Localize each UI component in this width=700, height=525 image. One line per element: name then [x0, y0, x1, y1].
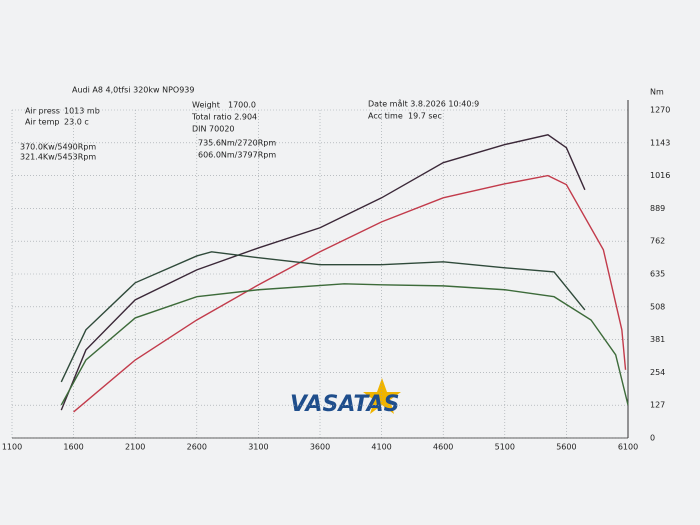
series-line [60, 134, 586, 411]
air-press: 1013 mb [64, 107, 100, 116]
y-axis-label: Nm [650, 88, 664, 97]
x-tick-label: 2100 [125, 443, 145, 452]
y-tick-label: 1270 [650, 106, 670, 115]
logo: VASATAS [290, 378, 401, 417]
air-temp-label: Air temp [25, 118, 59, 127]
x-tick-label: 3100 [248, 443, 268, 452]
x-tick-label: 2600 [187, 443, 207, 452]
legend-entry: 606.0Nm/3797Rpm [198, 151, 276, 160]
y-tick-label: 127 [650, 401, 665, 410]
legend-entry: 321.4Kw/5453Rpm [20, 153, 96, 162]
air-press-label: Air press [25, 107, 60, 116]
y-tick-label: 508 [650, 302, 665, 311]
y-tick-label: 381 [650, 335, 665, 344]
series-line [73, 174, 627, 413]
x-tick-label: 4100 [371, 443, 391, 452]
x-tick-label: 1600 [63, 443, 83, 452]
series-line [60, 251, 586, 383]
vehicle: Audi A8 4,0tfsi 320kw NPO939 [72, 86, 194, 95]
x-tick-label: 1100 [2, 443, 22, 452]
y-tick-label: 254 [650, 368, 665, 377]
logo-text: VASATAS [290, 392, 400, 417]
y-tick-label: 889 [650, 204, 665, 213]
x-tick-label: 4600 [433, 443, 453, 452]
x-tick-label: 5600 [556, 443, 576, 452]
logo-star [363, 378, 401, 414]
legend-entry: 735.6Nm/2720Rpm [198, 139, 276, 148]
x-tick-label: 6100 [618, 443, 638, 452]
x-tick-label: 5100 [495, 443, 515, 452]
y-tick-label: 762 [650, 237, 665, 246]
legend-entry: 370.0Kw/5490Rpm [20, 143, 96, 152]
total-ratio: Total ratio 2.904 [191, 113, 257, 122]
y-tick-label: 1016 [650, 171, 670, 180]
y-tick-label: 1143 [650, 138, 670, 147]
date: Date målt 3.8.2026 10:40:9 [368, 99, 479, 109]
x-tick-label: 3600 [310, 443, 330, 452]
air-temp: 23.0 c [64, 118, 89, 127]
series-line [60, 283, 629, 406]
weight: 1700.0 [228, 101, 256, 110]
weight-label: Weight [192, 101, 220, 110]
y-tick-label: 635 [650, 270, 665, 279]
y-tick-label: 0 [650, 434, 655, 443]
acc-label: Acc time [368, 112, 403, 121]
acc-time: 19.7 sec [408, 112, 442, 121]
standard: DIN 70020 [192, 125, 235, 134]
